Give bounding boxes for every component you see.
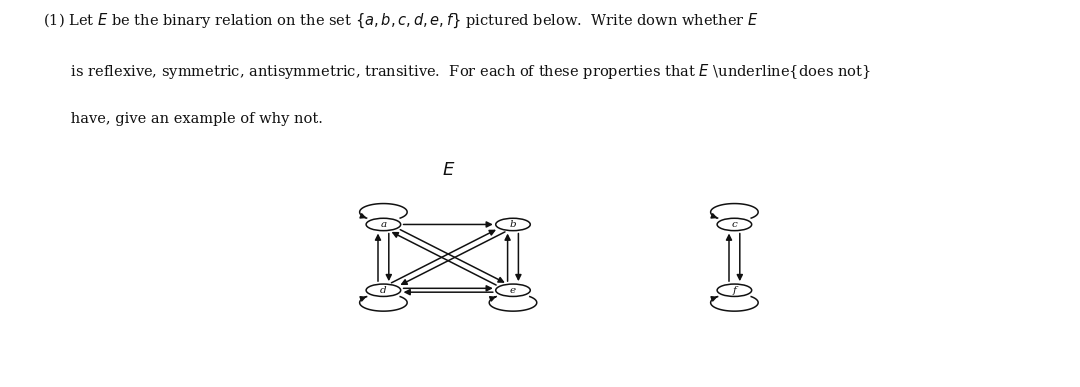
Text: $E$: $E$ (442, 161, 455, 179)
Circle shape (496, 284, 530, 296)
Text: a: a (380, 220, 387, 229)
Circle shape (496, 218, 530, 231)
Circle shape (717, 284, 752, 296)
Text: e: e (510, 286, 516, 295)
Text: f: f (732, 286, 737, 295)
Text: b: b (510, 220, 516, 229)
Text: c: c (731, 220, 738, 229)
Circle shape (366, 284, 401, 296)
Text: is reflexive, symmetric, antisymmetric, transitive.  For each of these propertie: is reflexive, symmetric, antisymmetric, … (43, 62, 872, 81)
Circle shape (366, 218, 401, 231)
Text: (1) Let $E$ be the binary relation on the set $\{a, b, c, d, e, f\}$ pictured be: (1) Let $E$ be the binary relation on th… (43, 12, 759, 30)
Circle shape (717, 218, 752, 231)
Text: d: d (380, 286, 387, 295)
Text: have, give an example of why not.: have, give an example of why not. (43, 112, 323, 126)
